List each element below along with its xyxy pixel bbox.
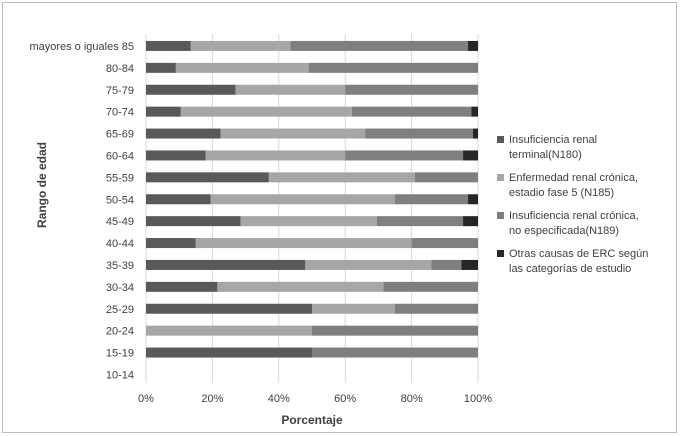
bar-segment-s2 <box>190 40 291 51</box>
bar-segment-s2 <box>240 216 377 227</box>
x-tick-label: 0% <box>138 393 154 405</box>
bar-segment-s2 <box>205 150 346 161</box>
x-tick-labels: 0% 20% 40% 60% 80% 100% <box>138 393 492 405</box>
bar-segment-s3 <box>376 216 464 227</box>
bar-segment-s2 <box>210 194 395 205</box>
bar-segment-s1 <box>146 238 196 249</box>
y-tick-label: 10-14 <box>106 369 134 381</box>
bar-segment-s2 <box>146 325 312 336</box>
bar-segment-s3 <box>365 128 474 139</box>
legend-label: no especificada(N189) <box>509 225 619 237</box>
bar-segment-s3 <box>312 347 478 358</box>
legend-label: estadio fase 5 (N185) <box>509 187 614 199</box>
legend-swatch-s3 <box>497 212 504 219</box>
bar-segment-s3 <box>312 325 478 336</box>
y-tick-label: 60-64 <box>106 150 134 162</box>
bar-segment-s1 <box>146 347 312 358</box>
bar-segment-s3 <box>395 303 478 314</box>
y-tick-label: 55-59 <box>106 172 134 184</box>
bar-segment-s2 <box>180 106 352 117</box>
y-tick-label: 45-49 <box>106 216 134 228</box>
y-tick-label: 20-24 <box>106 326 134 338</box>
bar-segment-s4 <box>473 128 478 139</box>
x-tick-label: 60% <box>334 393 356 405</box>
bar-segment-s2 <box>217 281 384 292</box>
y-tick-labels: mayores o iguales 85 80-84 75-79 70-74 65-69… <box>29 41 134 382</box>
bar-segment-s1 <box>146 128 221 139</box>
y-tick-label: 75-79 <box>106 85 134 97</box>
bar-segment-s1 <box>146 84 236 95</box>
bar-segment-s3 <box>290 40 469 51</box>
bar-segment-s2 <box>175 62 309 73</box>
legend-label: terminal(N180) <box>509 149 582 161</box>
bar-segment-s1 <box>146 194 211 205</box>
bar-segment-s2 <box>268 172 415 183</box>
legend-swatch-s1 <box>497 136 504 143</box>
x-tick-label: 20% <box>201 393 223 405</box>
bar-segment-s1 <box>146 281 218 292</box>
bar-segment-s1 <box>146 216 241 227</box>
bar-segment-s3 <box>345 150 464 161</box>
bar-segment-s2 <box>195 238 412 249</box>
legend-label: las categorías de estudio <box>509 263 631 275</box>
bar-segment-s1 <box>146 172 269 183</box>
y-tick-label: 30-34 <box>106 282 134 294</box>
bar-segment-s3 <box>345 84 478 95</box>
x-tick-label: 80% <box>401 393 423 405</box>
bar-segment-s1 <box>146 40 191 51</box>
y-tick-label: 70-74 <box>106 107 134 119</box>
bar-segment-s3 <box>351 106 472 117</box>
y-tick-label: 35-39 <box>106 260 134 272</box>
bar-segment-s2 <box>235 84 346 95</box>
bar-segment-s1 <box>146 106 181 117</box>
x-axis-title: Porcentaje <box>281 413 343 427</box>
bar-segment-s4 <box>463 216 478 227</box>
bar-segment-s4 <box>463 150 478 161</box>
bars <box>146 40 478 358</box>
bar-segment-s4 <box>468 194 478 205</box>
y-tick-label: 50-54 <box>106 194 134 206</box>
bar-segment-s3 <box>383 281 478 292</box>
bar-segment-s3 <box>431 259 462 270</box>
bar-segment-s4 <box>468 40 478 51</box>
y-axis-title: Rango de edad <box>35 142 49 228</box>
y-tick-label: 25-29 <box>106 304 134 316</box>
x-tick-label: 40% <box>268 393 290 405</box>
bar-segment-s1 <box>146 62 176 73</box>
bar-segment-s2 <box>220 128 366 139</box>
bar-segment-s1 <box>146 150 206 161</box>
bar-segment-s3 <box>411 238 478 249</box>
bar-segment-s2 <box>312 303 395 314</box>
legend-label: Otras causas de ERC según <box>509 248 648 260</box>
bar-segment-s3 <box>414 172 478 183</box>
bar-segment-s4 <box>471 106 478 117</box>
legend-label: Insuficiencia renal crónica, <box>509 210 639 222</box>
legend-label: Enfermedad renal crónica, <box>509 172 638 184</box>
y-tick-label: 15-19 <box>106 348 134 360</box>
x-tick-label: 100% <box>464 393 492 405</box>
bar-segment-s1 <box>146 259 306 270</box>
bar-segment-s3 <box>395 194 469 205</box>
legend-swatch-s4 <box>497 250 504 257</box>
legend-swatch-s2 <box>497 174 504 181</box>
bar-segment-s4 <box>461 259 478 270</box>
legend-label: Insuficiencia renal <box>509 134 597 146</box>
legend: Insuficiencia renal terminal(N180) Enferme… <box>497 134 648 275</box>
bar-segment-s2 <box>305 259 432 270</box>
y-tick-label: 80-84 <box>106 63 134 75</box>
y-tick-label: 65-69 <box>106 129 134 141</box>
y-tick-label: mayores o iguales 85 <box>29 41 134 53</box>
bar-segment-s3 <box>308 62 478 73</box>
bar-segment-s1 <box>146 303 312 314</box>
y-tick-label: 40-44 <box>106 238 134 250</box>
